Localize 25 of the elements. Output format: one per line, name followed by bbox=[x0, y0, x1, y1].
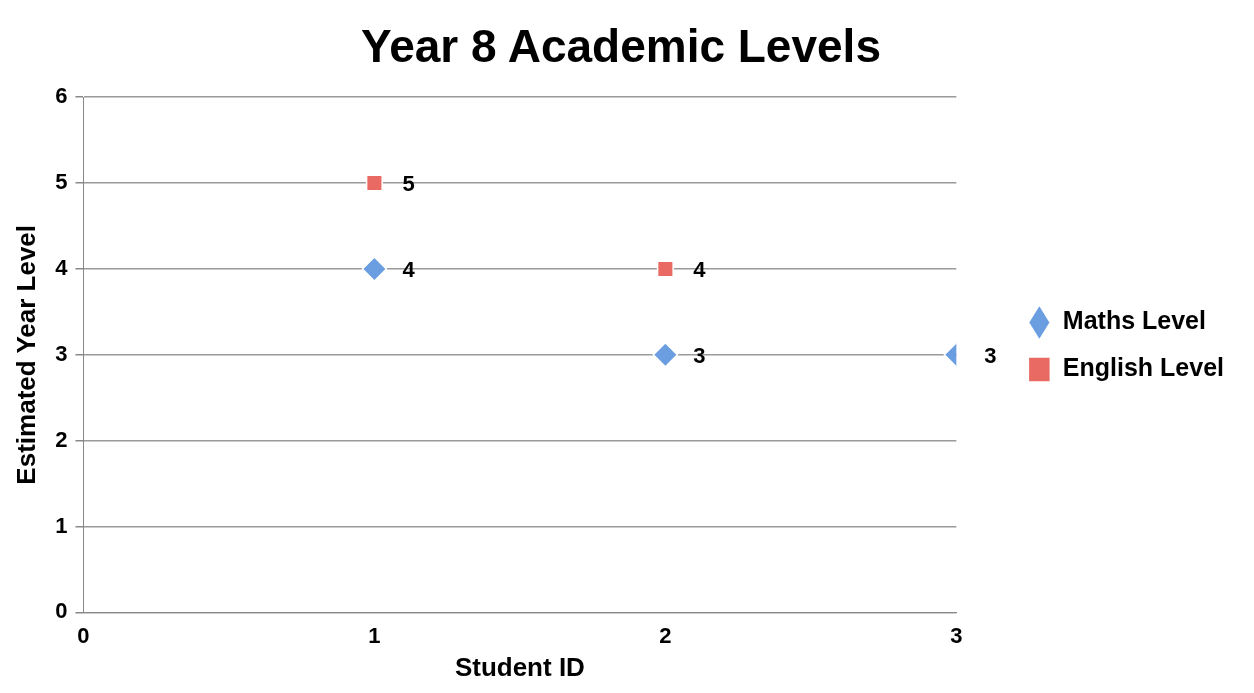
y-tick-label: 6 bbox=[55, 83, 68, 109]
y-tick-label: 0 bbox=[55, 598, 68, 624]
legend-label: English Level bbox=[1062, 353, 1225, 382]
data-label: 3 bbox=[984, 342, 997, 368]
point bbox=[361, 256, 388, 282]
chart-title: Year 8 Academic Levels bbox=[361, 20, 881, 73]
legend-label: Maths Level bbox=[1062, 306, 1206, 335]
x-tick-label: 2 bbox=[659, 622, 672, 648]
data-label: 4 bbox=[402, 257, 416, 282]
x-axis-title: Student ID bbox=[454, 651, 585, 682]
data-label: 4 bbox=[693, 257, 707, 282]
point bbox=[656, 260, 674, 278]
y-axis-title: Estimated Year Level bbox=[10, 224, 41, 485]
x-tick-label: 0 bbox=[77, 622, 90, 648]
data-label: 3 bbox=[693, 342, 706, 368]
y-tick-label: 1 bbox=[55, 512, 68, 538]
y-tick-label: 4 bbox=[55, 255, 69, 280]
y-tick-label: 3 bbox=[55, 340, 68, 366]
point bbox=[365, 174, 383, 192]
y-tick-label: 2 bbox=[55, 426, 68, 452]
x-tick-label: 1 bbox=[368, 622, 381, 648]
x-tick-label: 3 bbox=[950, 622, 963, 648]
y-tick-label: 5 bbox=[55, 169, 68, 195]
point bbox=[652, 342, 679, 368]
data-label: 5 bbox=[402, 171, 415, 197]
